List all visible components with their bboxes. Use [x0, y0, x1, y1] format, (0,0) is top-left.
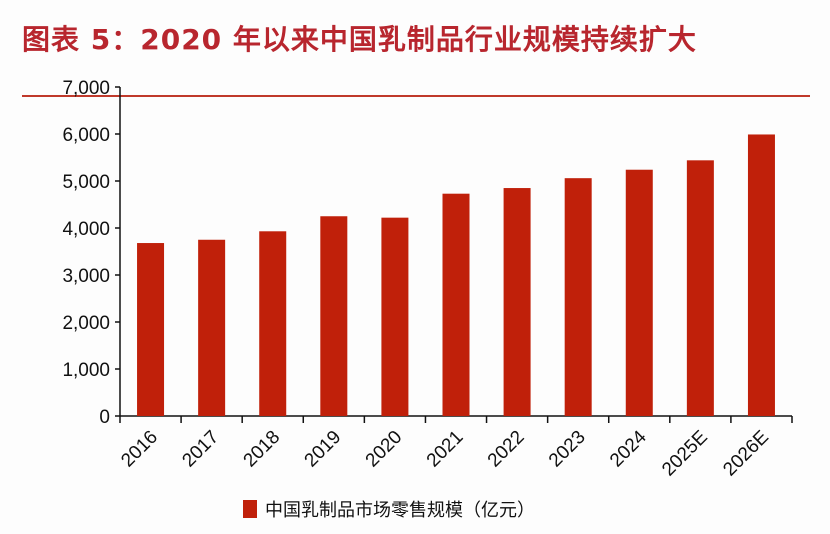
x-tick-label: 2021	[423, 427, 468, 472]
y-tick-label: 3,000	[62, 266, 110, 287]
x-tick-label: 2019	[301, 427, 346, 472]
legend-label: 中国乳制品市场零售规模（亿元）	[265, 500, 535, 521]
x-tick-label: 2024	[606, 426, 651, 471]
y-tick-label: 6,000	[62, 125, 110, 146]
title-divider	[22, 95, 810, 97]
bar-2024	[625, 169, 653, 416]
chart-title: 图表 5：2020 年以来中国乳制品行业规模持续扩大	[22, 23, 697, 56]
legend: 中国乳制品市场零售规模（亿元）	[243, 496, 535, 522]
y-tick-label: 2,000	[62, 313, 110, 334]
bar-2021	[442, 193, 470, 416]
x-tick-label: 2018	[240, 427, 285, 472]
legend-swatch	[243, 500, 257, 518]
x-tick-label: 2020	[362, 427, 407, 472]
x-tick-label: 2022	[484, 427, 529, 472]
bar-2020	[381, 217, 409, 416]
bar-2023	[564, 178, 592, 416]
bar-2017	[198, 239, 226, 416]
bar-2018	[259, 231, 287, 416]
y-tick-label: 0	[99, 407, 110, 428]
y-tick-label: 5,000	[62, 172, 110, 193]
y-tick-label: 7,000	[62, 78, 110, 99]
y-tick-label: 4,000	[62, 219, 110, 240]
x-tick-label: 2017	[178, 427, 223, 472]
x-tick-label: 2026E	[719, 427, 773, 481]
x-tick-label: 2023	[545, 427, 590, 472]
bar-2025E	[686, 160, 714, 416]
bar-2022	[503, 188, 531, 416]
x-tick-label: 2016	[117, 427, 162, 472]
bar-2019	[320, 216, 348, 416]
y-tick-label: 1,000	[62, 360, 110, 381]
bar-2016	[137, 243, 165, 416]
x-tick-label: 2025E	[658, 427, 712, 481]
bar-2026E	[747, 134, 775, 416]
